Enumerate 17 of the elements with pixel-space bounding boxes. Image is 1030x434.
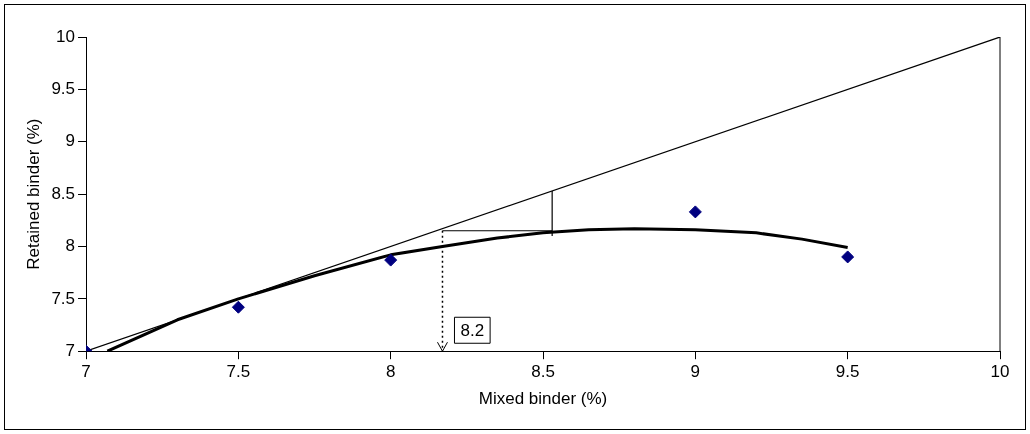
x-tick-label: 9 — [690, 362, 701, 382]
y-tick-label: 8 — [65, 236, 76, 256]
x-axis-title: Mixed binder (%) — [478, 389, 608, 409]
x-tick-label: 10 — [990, 362, 1010, 382]
y-axis-title: Retained binder (%) — [23, 118, 43, 270]
annotation: 8.2 — [460, 320, 485, 340]
x-tick-label: 9.5 — [835, 362, 860, 382]
y-tick-label: 10 — [56, 26, 76, 46]
y-tick-label: 9 — [65, 131, 76, 151]
x-tick-label: 8.5 — [531, 362, 555, 382]
y-tick-label: 8.5 — [51, 183, 76, 203]
y-tick-label: 7.5 — [51, 288, 76, 308]
x-tick-label: 8 — [385, 362, 396, 382]
y-tick-label: 9.5 — [51, 79, 76, 99]
x-tick-label: 7.5 — [226, 362, 251, 382]
x-tick-label: 7 — [81, 362, 91, 382]
y-tick-label: 7 — [65, 340, 76, 360]
